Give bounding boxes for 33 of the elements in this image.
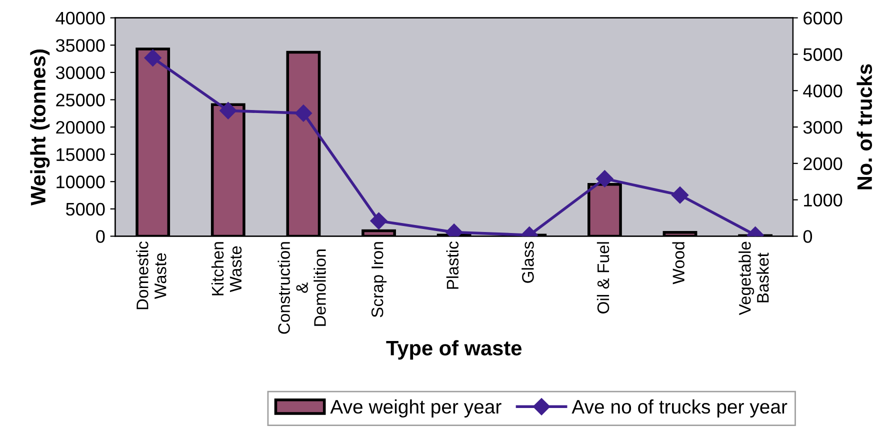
y-tick-label: 40000 [56, 12, 105, 25]
x-tick-label: Wood [672, 242, 684, 284]
x-tick-label: Kitchen Waste [211, 242, 242, 296]
x-tick-label: Vegetable Basket [738, 242, 769, 316]
y-tick-label: 35000 [56, 39, 105, 52]
y2-tick-label: 1000 [804, 194, 842, 207]
y2-tick-label: 5000 [803, 48, 842, 61]
legend-label: Ave weight per year [330, 399, 502, 418]
y-tick-label: 15000 [56, 148, 105, 162]
y2-tick-label: 0 [803, 230, 812, 243]
y-tick-label: 10000 [56, 176, 105, 188]
x-tick-label: Plastic [446, 242, 459, 289]
y2-tick-label: 4000 [803, 84, 842, 98]
point [144, 49, 162, 66]
point [220, 102, 237, 120]
x-tick-label: Glass [522, 242, 534, 283]
y2-tick-label: 3000 [803, 120, 842, 134]
x-tick-label: Construction & Demolition [278, 242, 326, 334]
x-tick-label: Domestic Waste [136, 242, 166, 310]
y2-tick-label: 2000 [804, 157, 842, 170]
y-axis-title: Weight (tonnes) [30, 50, 50, 206]
point [294, 104, 312, 122]
y-tick-label: 5000 [66, 202, 105, 216]
y-tick-label: 30000 [56, 66, 105, 80]
x-tick-label: Scrap Iron [371, 242, 387, 318]
y2-axis-title: No. of trucks [856, 64, 872, 190]
y2-tick-label: 6000 [804, 12, 842, 25]
y-tick-label: 25000 [56, 94, 105, 106]
y-tick-label: 0 [96, 230, 105, 243]
x-tick-label: Oil & Fuel [596, 242, 610, 314]
y-tick-label: 20000 [56, 120, 105, 134]
legend-label: Ave no of trucks per year [572, 399, 788, 418]
x-axis-title: Type of waste [386, 340, 522, 360]
